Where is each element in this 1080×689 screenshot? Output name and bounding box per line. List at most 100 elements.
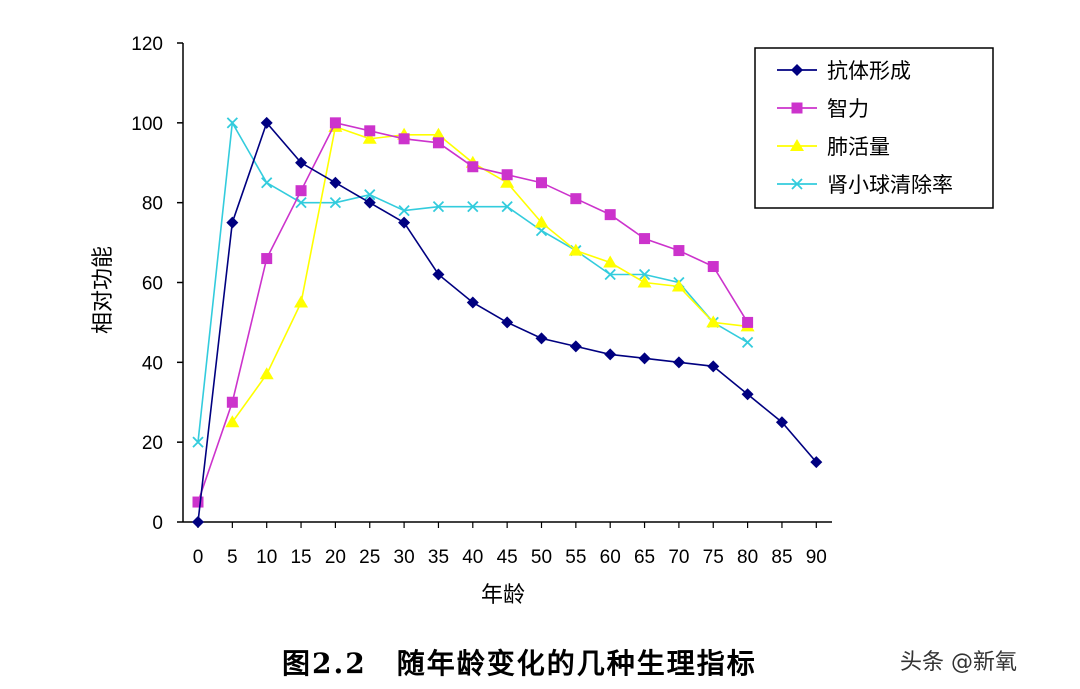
- data-point: [226, 117, 238, 129]
- data-point: [398, 205, 410, 217]
- y-axis-title: 相对功能: [91, 246, 116, 334]
- data-point: [707, 261, 719, 273]
- data-point: [500, 175, 515, 188]
- series-3: [225, 119, 755, 428]
- legend-item: 肾小球清除率: [777, 173, 953, 197]
- x-tick-label: 60: [600, 547, 621, 568]
- legend-label: 智力: [827, 97, 869, 121]
- data-point: [706, 315, 721, 328]
- x-tick-label: 40: [462, 547, 483, 568]
- data-point: [637, 275, 652, 288]
- data-point: [466, 296, 479, 309]
- data-point: [363, 196, 376, 209]
- axes: 0 20 40 60 80 100 120 0 5 10 15 20 25 30 35 40 45 50 55 60 6…: [131, 34, 832, 568]
- legend-item: 抗体形成: [777, 59, 911, 83]
- x-tick-label: 45: [497, 547, 518, 568]
- data-point: [192, 436, 204, 448]
- x-tick-label: 75: [703, 547, 724, 568]
- x-tick-label: 15: [290, 547, 311, 568]
- y-tick-label: 60: [142, 274, 163, 295]
- x-tick-label: 25: [359, 547, 380, 568]
- x-tick-label: 5: [227, 547, 238, 568]
- legend-item: 肺活量: [777, 135, 890, 159]
- chart: 0 20 40 60 80 100 120 0 5 10 15 20 25 30 35 40 45 50 55 60 6…: [91, 34, 994, 608]
- data-point: [467, 201, 479, 213]
- legend-label: 肾小球清除率: [827, 173, 953, 197]
- data-point: [672, 356, 685, 369]
- x-tick-label: 70: [668, 547, 689, 568]
- data-point: [398, 133, 410, 145]
- y-tick-label: 40: [142, 353, 163, 374]
- data-point: [741, 388, 754, 401]
- data-point: [192, 516, 204, 528]
- x-tick-label: 55: [565, 547, 586, 568]
- data-point: [432, 137, 444, 149]
- data-point: [226, 396, 238, 408]
- data-point: [295, 156, 308, 169]
- x-tick-label: 20: [325, 547, 346, 568]
- data-point: [295, 185, 307, 197]
- data-point: [501, 201, 513, 213]
- legend-swatch-marker: [790, 139, 804, 151]
- data-point: [810, 456, 823, 469]
- x-tick-label: 10: [256, 547, 277, 568]
- series-1: [192, 116, 823, 528]
- x-tick-label: 30: [394, 547, 415, 568]
- legend-label: 抗体形成: [827, 59, 911, 83]
- data-point: [603, 255, 618, 268]
- data-point: [329, 197, 342, 209]
- data-point: [260, 116, 273, 129]
- series-line: [197, 121, 749, 503]
- data-point: [432, 201, 445, 213]
- data-point: [329, 117, 341, 129]
- data-point: [639, 233, 651, 245]
- data-point: [294, 295, 309, 308]
- data-point: [570, 193, 582, 205]
- data-point: [604, 209, 616, 221]
- x-tick-label: 65: [634, 547, 655, 568]
- series-layer: [192, 116, 823, 528]
- data-point: [535, 332, 548, 345]
- data-point: [671, 279, 686, 292]
- x-axis-title: 年龄: [481, 583, 525, 608]
- legend-swatch-marker: [791, 102, 803, 114]
- data-point: [569, 340, 582, 353]
- data-point: [741, 336, 754, 349]
- data-point: [364, 189, 376, 201]
- data-point: [673, 245, 685, 257]
- y-tick-label: 80: [142, 194, 163, 215]
- legend-swatch-marker: [791, 64, 803, 76]
- data-point: [192, 496, 204, 508]
- data-point: [362, 131, 377, 144]
- data-point: [604, 348, 617, 361]
- series-line: [231, 125, 748, 423]
- x-tick-label: 35: [428, 547, 449, 568]
- data-point: [261, 253, 273, 265]
- data-point: [707, 360, 720, 373]
- data-point: [261, 177, 273, 189]
- y-tick-label: 120: [131, 34, 163, 55]
- data-point: [604, 268, 616, 281]
- legend-label: 肺活量: [827, 135, 890, 159]
- data-point: [259, 367, 274, 380]
- y-tick-label: 100: [131, 114, 163, 135]
- data-point: [226, 216, 239, 229]
- x-tick-label: 50: [531, 547, 552, 568]
- data-point: [467, 161, 479, 173]
- data-point: [638, 352, 651, 365]
- x-tick-label: 0: [193, 547, 204, 568]
- figure-caption: 图2.2 随年龄变化的几种生理指标: [282, 647, 757, 680]
- watermark: 头条 @新氧: [900, 650, 1017, 675]
- data-point: [568, 243, 583, 256]
- series-2: [192, 117, 754, 508]
- data-point: [638, 268, 651, 281]
- data-point: [398, 216, 411, 229]
- data-point: [501, 169, 513, 181]
- data-point: [501, 316, 514, 329]
- y-tick-label: 0: [152, 513, 163, 534]
- data-point: [536, 177, 547, 189]
- x-tick-label: 90: [806, 547, 827, 568]
- data-point: [329, 176, 342, 189]
- series-4: [192, 117, 754, 448]
